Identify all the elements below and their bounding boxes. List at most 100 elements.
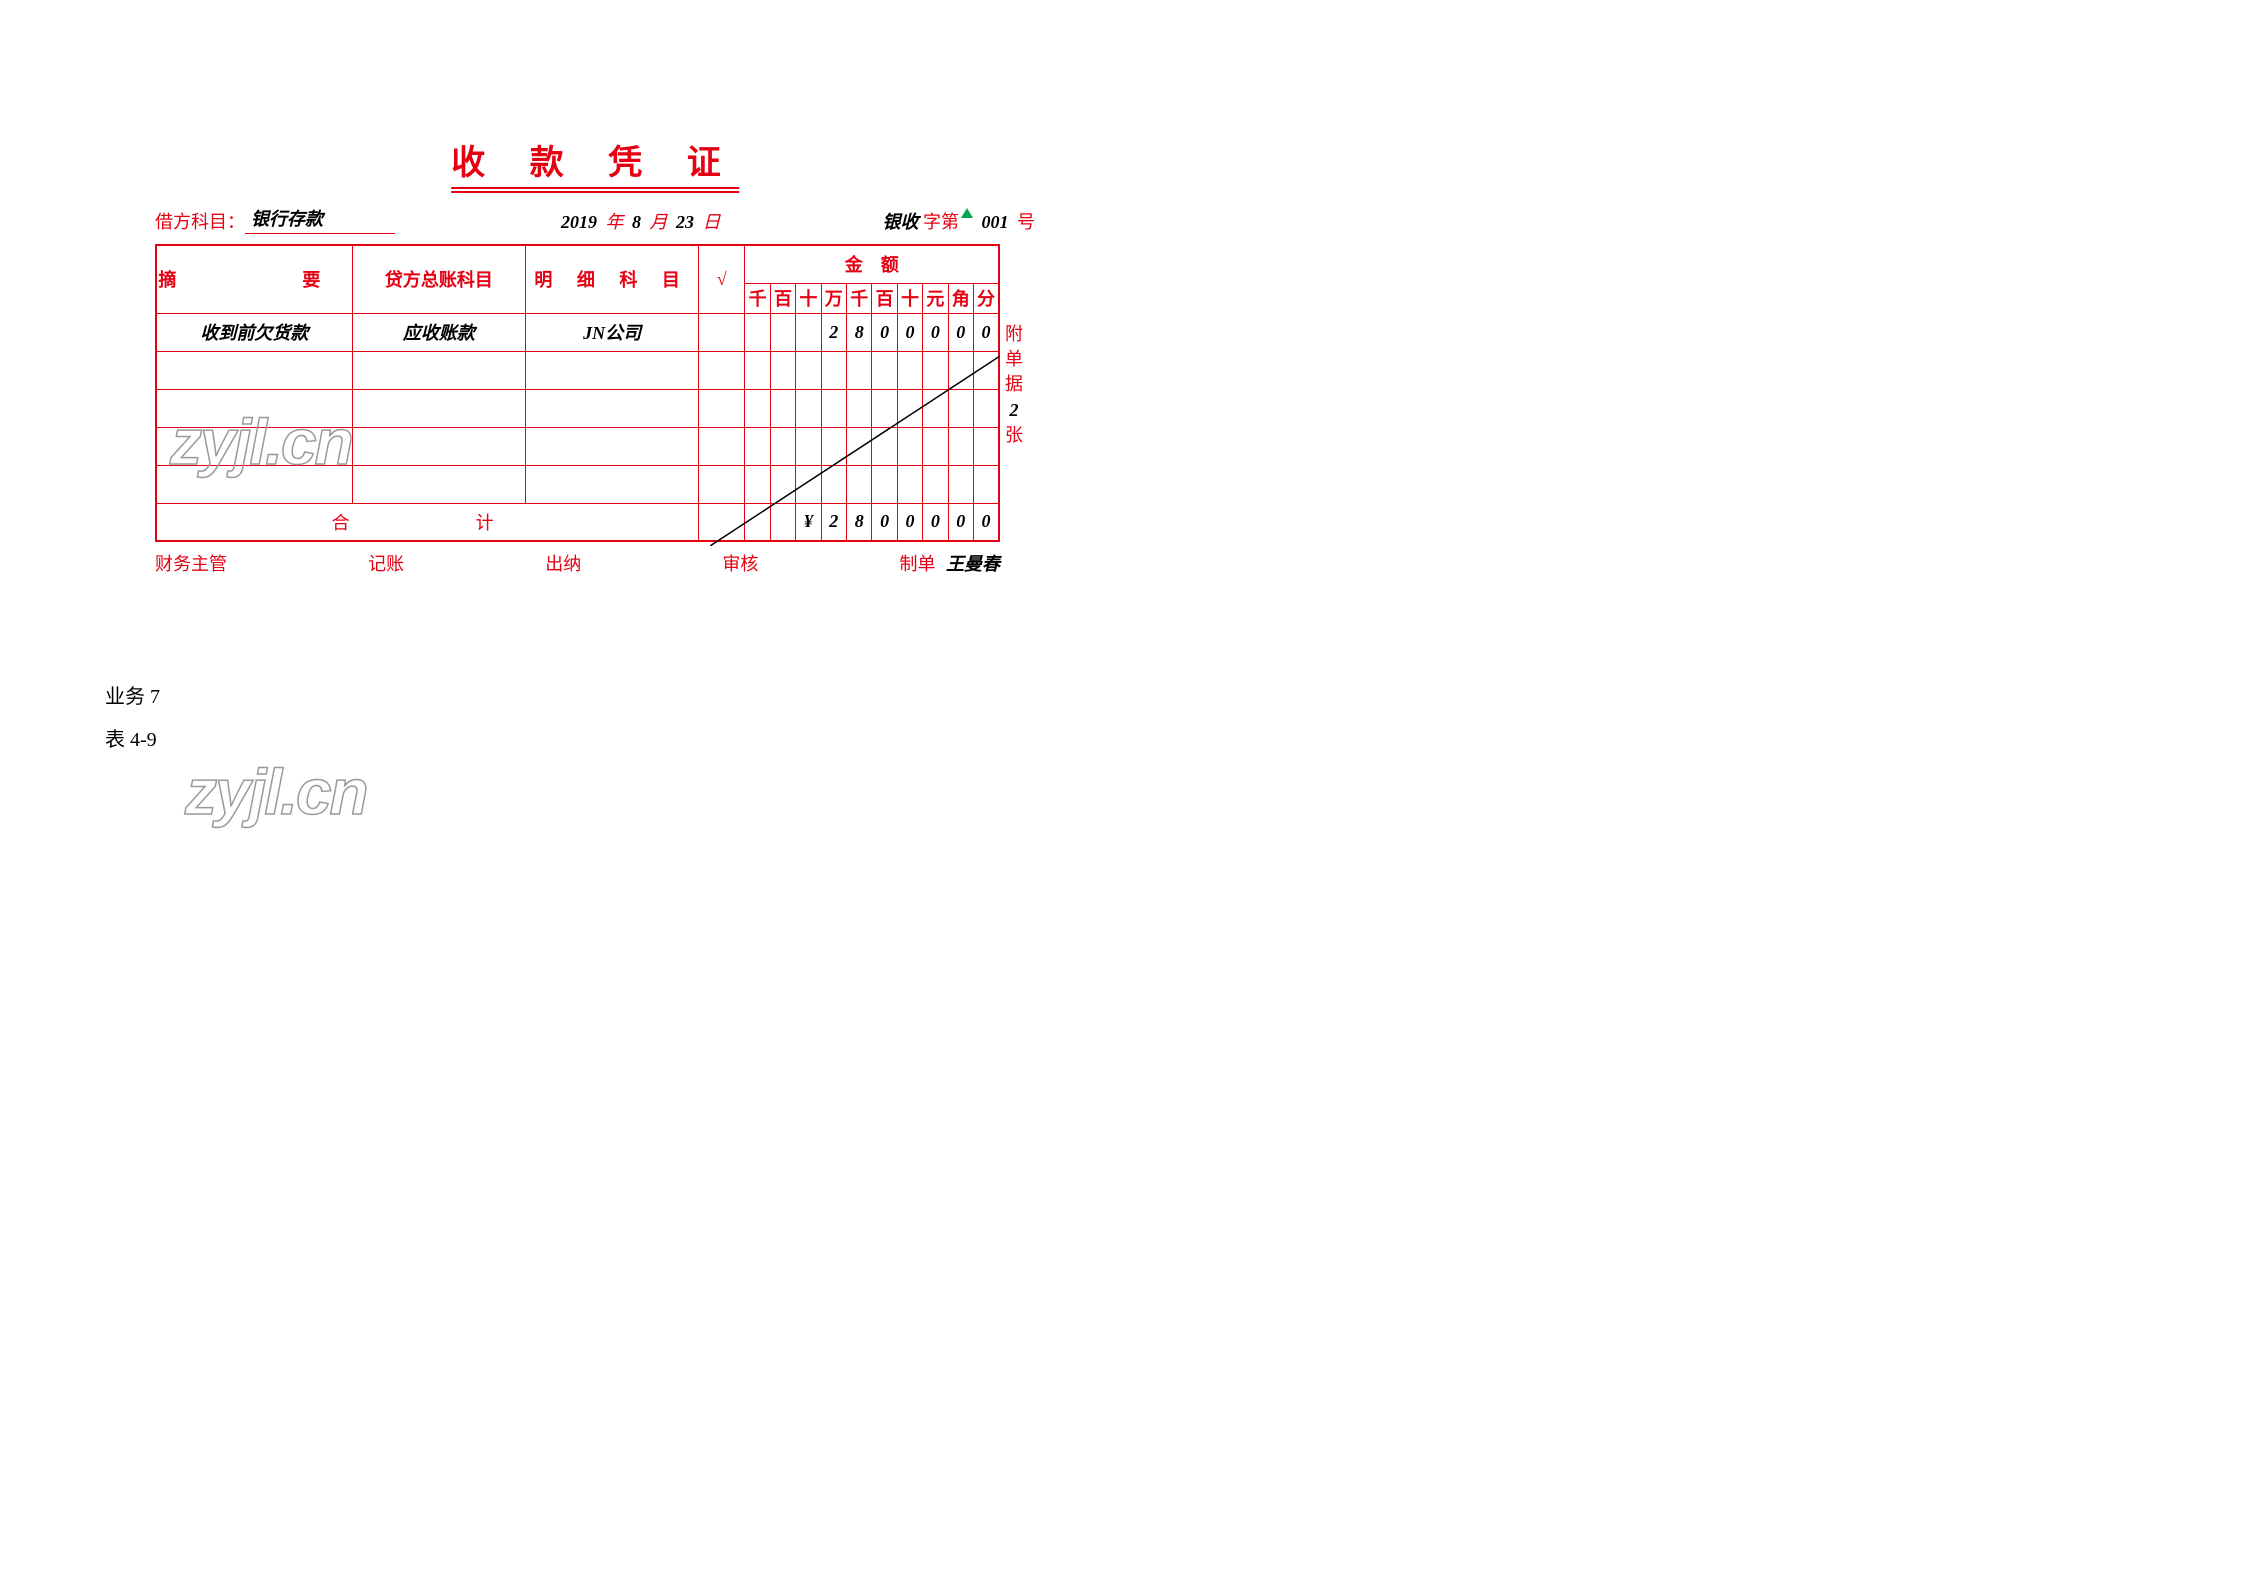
digit-header: 千: [745, 283, 770, 313]
total-row: 合 计 ¥ 2 8 0 0 0 0 0: [156, 503, 999, 541]
cell-ledger: [352, 351, 525, 389]
voucher-footer: 财务主管 记账 出纳 审核 制单 王曼春: [155, 550, 1000, 576]
cell-digit: [796, 351, 821, 389]
total-label: 合 计: [156, 503, 699, 541]
digit-header: 角: [948, 283, 973, 313]
table-row: 收到前欠货款 应收账款 JN公司 2 8 0 0 0 0 0: [156, 313, 999, 351]
cell-summary: [156, 389, 352, 427]
col-detail: 明 细 科 目: [526, 245, 699, 313]
cell-digit: [745, 313, 770, 351]
cell-digit: [872, 465, 897, 503]
cell-summary: [156, 465, 352, 503]
cell-digit: [897, 389, 922, 427]
cell-digit: [923, 465, 948, 503]
year-unit: 年: [606, 212, 624, 232]
digit-header: 十: [796, 283, 821, 313]
receipt-prefix: 银收: [883, 212, 919, 232]
cell-ledger: 应收账款: [352, 313, 525, 351]
debit-account: 借方科目： 银行存款: [155, 205, 395, 234]
cell-digit: [948, 351, 973, 389]
cell-digit: 2: [821, 313, 846, 351]
total-digit: 0: [897, 503, 922, 541]
cell-digit: [847, 427, 872, 465]
cell-digit: [770, 427, 795, 465]
voucher-number: 银收 字第 001 号: [883, 208, 1036, 234]
col-summary: 摘 要: [156, 245, 352, 313]
cell-summary: [156, 427, 352, 465]
footer-bookkeeper: 记账: [368, 550, 404, 576]
hao: 号: [1017, 212, 1035, 232]
cell-digit: 0: [872, 313, 897, 351]
header-row-1: 摘 要 贷方总账科目 明 细 科 目 √ 金 额: [156, 245, 999, 283]
cell-check: [699, 351, 745, 389]
cell-digit: [948, 465, 973, 503]
cell-digit: [973, 351, 999, 389]
cell-ledger: [352, 427, 525, 465]
cell-detail: [526, 427, 699, 465]
total-digit: 0: [973, 503, 999, 541]
cell-check: [699, 313, 745, 351]
cell-digit: [770, 313, 795, 351]
col-amount: 金 额: [745, 245, 999, 283]
cell-digit: [796, 313, 821, 351]
attach-count: 2: [1003, 398, 1025, 423]
cell-digit: [897, 427, 922, 465]
footer-preparer: 制单: [900, 554, 936, 574]
cell-digit: [796, 389, 821, 427]
month-unit: 月: [650, 212, 668, 232]
total-digit: [745, 503, 770, 541]
total-digit: 0: [872, 503, 897, 541]
cell-digit: [770, 389, 795, 427]
attach-prefix-1: 附: [1003, 322, 1025, 347]
cell-digit: [923, 427, 948, 465]
watermark: zyjl.cn: [185, 755, 367, 829]
cell-detail: [526, 389, 699, 427]
cell-digit: [796, 465, 821, 503]
total-digit: 2: [821, 503, 846, 541]
cell-summary: 收到前欠货款: [156, 313, 352, 351]
total-digit: 0: [948, 503, 973, 541]
cell-digit: [872, 427, 897, 465]
cell-digit: 8: [847, 313, 872, 351]
cell-digit: 0: [973, 313, 999, 351]
note-line-1: 业务 7: [105, 680, 160, 709]
cell-digit: [847, 351, 872, 389]
cell-digit: 0: [923, 313, 948, 351]
cell-digit: [821, 427, 846, 465]
cell-ledger: [352, 465, 525, 503]
cell-digit: [948, 389, 973, 427]
cell-detail: [526, 465, 699, 503]
cell-digit: [745, 465, 770, 503]
voucher-header: 借方科目： 银行存款 2019 年 8 月 23 日 银收 字第 001 号: [155, 205, 1035, 234]
cell-digit: [897, 351, 922, 389]
day-unit: 日: [703, 212, 721, 232]
cell-digit: [745, 351, 770, 389]
cell-detail: [526, 351, 699, 389]
cell-digit: [745, 389, 770, 427]
cell-check: [699, 465, 745, 503]
voucher-table-area: 摘 要 贷方总账科目 明 细 科 目 √ 金 额 千 百 十 万 千 百 十 元…: [155, 244, 1035, 542]
table-row: [156, 427, 999, 465]
col-check: √: [699, 245, 745, 313]
footer-supervisor: 财务主管: [155, 550, 227, 576]
date-day: 23: [676, 212, 694, 232]
cell-digit: [796, 427, 821, 465]
cell-digit: [872, 389, 897, 427]
cell-check: [699, 389, 745, 427]
table-row: [156, 351, 999, 389]
date-year: 2019: [561, 212, 597, 232]
cell-digit: [847, 389, 872, 427]
digit-header: 分: [973, 283, 999, 313]
digit-header: 百: [872, 283, 897, 313]
note-line-2: 表 4-9: [105, 723, 160, 752]
cell-digit: [872, 351, 897, 389]
cell-digit: [770, 465, 795, 503]
cell-ledger: [352, 389, 525, 427]
table-row: [156, 389, 999, 427]
debit-value: 银行存款: [245, 205, 395, 234]
attach-prefix-2: 单: [1003, 347, 1025, 372]
date-month: 8: [632, 212, 641, 232]
debit-label: 借方科目：: [155, 208, 245, 234]
footer-preparer-name: 王曼春: [946, 554, 1000, 574]
cell-digit: [821, 351, 846, 389]
